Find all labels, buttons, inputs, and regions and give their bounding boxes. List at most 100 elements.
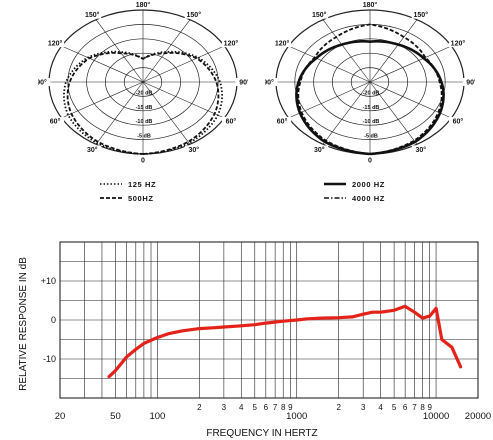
polar-right-angle-label: 90° — [466, 79, 475, 87]
polar-right-angle-label-bg — [448, 116, 467, 125]
polar-plot-right: 180° 150° 120° 90° 60° 30° 0 30° 60° 90° 120° 150° -… — [265, 2, 475, 164]
polar-right-angle-label-bg — [448, 39, 467, 48]
y-axis-title: RELATIVE RESPONSE IN dB — [18, 257, 29, 391]
polar-left-angle-label: 90° — [38, 79, 47, 87]
x-tick-label: 7 — [273, 403, 278, 412]
x-tick-label: 7 — [412, 403, 417, 412]
polar-right-angle-label: 180° — [363, 2, 378, 9]
polar-left-angle-label: 60° — [226, 117, 237, 125]
legend-right: 2000 HZ 4000 HZ — [324, 180, 385, 203]
polar-left-angle-label: 180° — [136, 2, 151, 9]
y-tick-label: +10 — [41, 276, 56, 286]
polar-right-series-4000hz — [297, 23, 443, 155]
polar-right-ring-label: -15 dB — [363, 105, 380, 111]
polar-left-spoke — [61, 45, 144, 83]
polar-right-spoke — [322, 81, 371, 145]
polar-left-spoke — [142, 81, 225, 119]
polar-right-spoke — [369, 45, 452, 83]
polar-left-spoke — [95, 19, 144, 83]
polar-right-ring-label: -5 dB — [364, 134, 378, 140]
polar-left-angle-label-bg — [235, 78, 248, 86]
polar-left-angle-label: 150° — [187, 11, 202, 19]
polar-left-angle-label: 30° — [188, 146, 199, 154]
legend-label-500hz: 500HZ — [128, 194, 154, 203]
polar-right-angle-label: 150° — [414, 11, 429, 19]
x-tick-label: 5 — [392, 403, 397, 412]
x-tick-label: 4 — [378, 403, 383, 412]
x-tick-label: 2 — [197, 403, 202, 412]
polar-right-angle-label: 60° — [277, 117, 288, 125]
x-tick-label: 100 — [149, 411, 165, 422]
polar-left-angle-label: 0 — [141, 157, 145, 164]
polar-left-angle-label-bg — [184, 10, 203, 19]
polar-left-angle-label-bg — [221, 116, 240, 125]
polar-right-spoke — [322, 19, 371, 83]
x-tick-label: 4 — [239, 403, 244, 412]
response-curve — [107, 304, 463, 379]
polar-right-angle-label-bg — [273, 39, 292, 48]
polar-left-angle-label-bg — [134, 155, 152, 164]
polar-right-spoke — [288, 45, 371, 83]
x-tick-label: 3 — [222, 403, 227, 412]
polar-left-angle-label: 120° — [48, 40, 63, 48]
polar-right-angle-label: 30° — [415, 146, 426, 154]
polar-left-angle-label-bg — [134, 2, 152, 9]
polar-right-angle-label-bg — [411, 145, 430, 154]
polar-right-spoke — [369, 81, 418, 145]
polar-right-angle-label: 60° — [453, 117, 464, 125]
y-tick-label: -10 — [43, 354, 56, 364]
legend-label-2000hz: 2000 HZ — [352, 180, 385, 189]
x-axis-title: FREQUENCY IN HERTZ — [206, 428, 317, 439]
x-tick-label: 9 — [427, 403, 432, 412]
polar-right-angle-label: 150° — [312, 11, 327, 19]
polar-left-angle-label: 150° — [85, 11, 100, 19]
x-tick-label: 3 — [361, 403, 366, 412]
polar-left-angle-label: 120° — [224, 40, 239, 48]
polar-left-angle-label: 30° — [87, 146, 98, 154]
x-tick-label: 1000 — [286, 411, 307, 422]
polar-right-ring-label: -20 dB — [363, 90, 380, 96]
legend-label-4000hz: 4000 HZ — [352, 194, 385, 203]
polar-right-angle-label-bg — [310, 10, 329, 19]
x-tick-label: 10000 — [423, 411, 449, 422]
polar-left-angle-label-bg — [184, 145, 203, 154]
polar-right-angle-label: 30° — [314, 146, 325, 154]
polar-left-angle-label-bg — [221, 39, 240, 48]
polar-left-angle-label-bg — [83, 145, 102, 154]
polar-right-ring-label: -10 dB — [363, 119, 380, 125]
polar-left-series-125hz — [62, 50, 224, 155]
x-tick-label: 8 — [281, 403, 286, 412]
polar-left-angle-label: 90° — [239, 79, 248, 87]
polar-right-spoke — [369, 19, 418, 83]
polar-left-spoke — [142, 45, 225, 83]
polar-right-angle-label: 0 — [368, 157, 372, 164]
x-tick-label: 2 — [336, 403, 341, 412]
y-tick-label: 0 — [51, 315, 56, 325]
polar-right-angle-label: 120° — [275, 40, 290, 48]
legend-label-125hz: 125 HZ — [128, 180, 156, 189]
polar-left-spoke — [61, 81, 144, 119]
x-tick-label: 6 — [264, 403, 269, 412]
x-tick-label: 20 — [55, 411, 66, 422]
polar-right-angle-label-bg — [361, 2, 379, 9]
x-tick-label: 5 — [253, 403, 258, 412]
polar-right-series-2000hz — [295, 39, 445, 156]
polar-left-series-500hz — [66, 52, 220, 155]
polar-right-angle-label-bg — [265, 78, 278, 86]
x-tick-label: 9 — [288, 403, 293, 412]
polar-left-spoke — [95, 81, 144, 145]
polar-left-angle-label: 60° — [50, 117, 61, 125]
polar-right-angle-label: 120° — [451, 40, 466, 48]
x-tick-label: 6 — [403, 403, 408, 412]
polar-right-angle-label-bg — [462, 78, 475, 86]
polar-right-angle-label-bg — [310, 145, 329, 154]
polar-left-spoke — [142, 81, 191, 145]
x-tick-label: 20000 — [465, 411, 491, 422]
polar-plot-left: 180° 150° 120° 90° 60° 30° 0 30° 60° 90° 120° 150° -… — [38, 2, 248, 164]
x-tick-label: 8 — [420, 403, 425, 412]
polar-right-angle-label-bg — [361, 155, 379, 164]
polar-left-spoke — [142, 19, 191, 83]
polar-left-angle-label-bg — [46, 39, 65, 48]
polar-left-angle-label-bg — [83, 10, 102, 19]
